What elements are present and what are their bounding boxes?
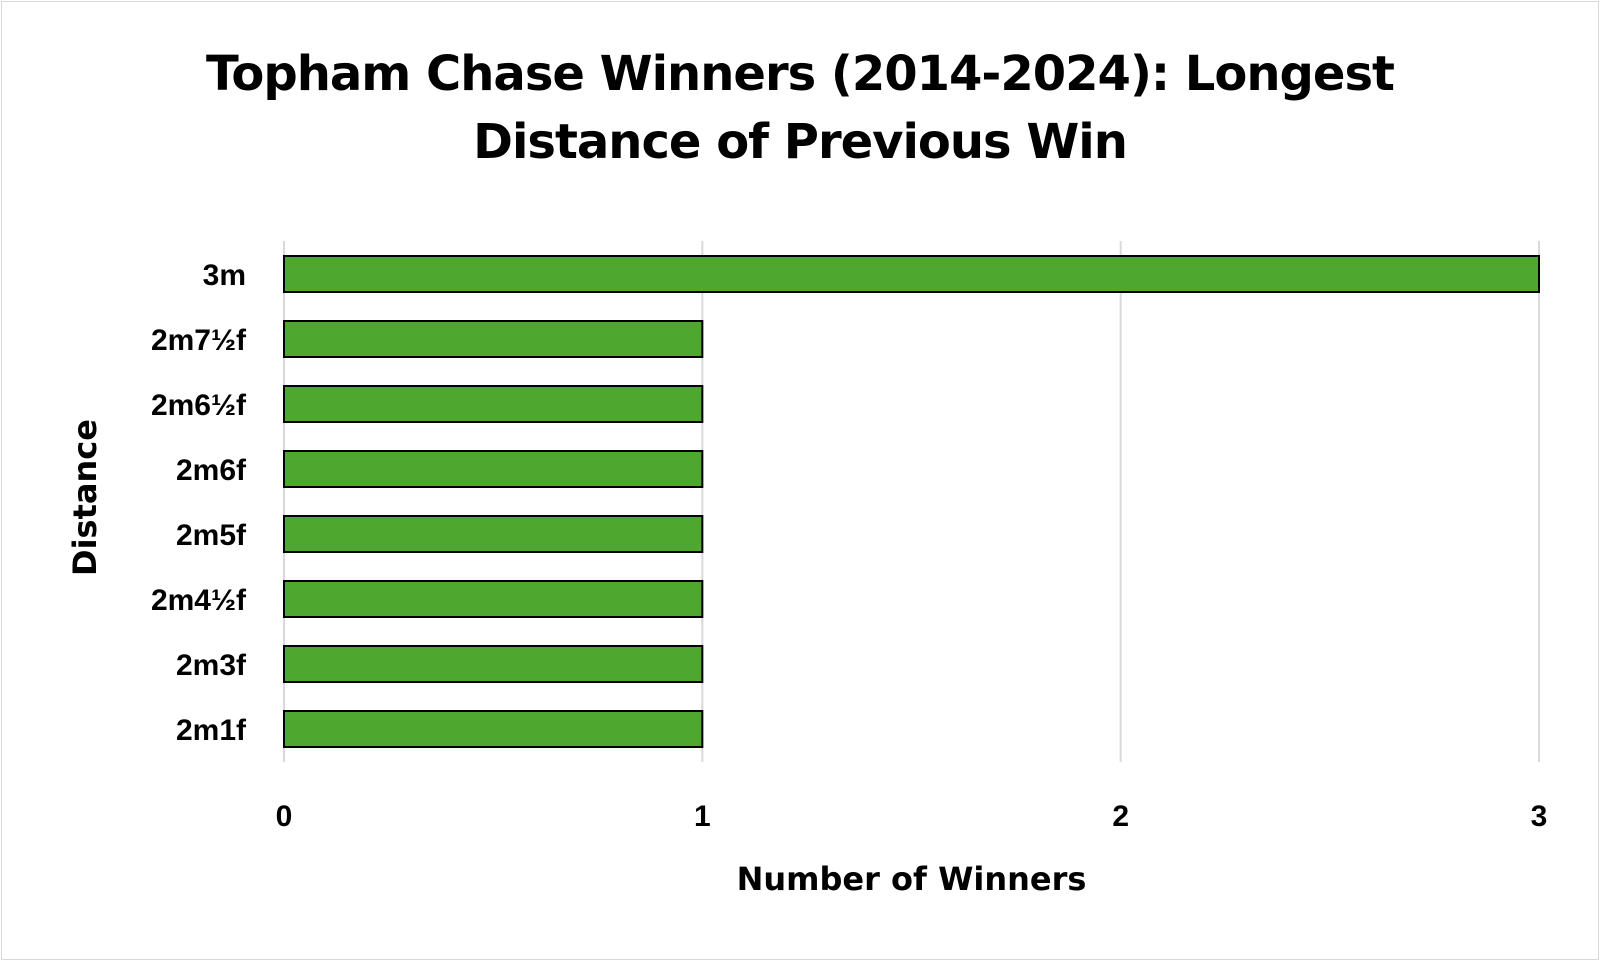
y-category-label: 2m6½f	[151, 389, 247, 422]
x-axis-title: Number of Winners	[737, 860, 1087, 898]
gridlines	[283, 241, 1540, 762]
bar-3	[283, 450, 704, 488]
bar-6	[283, 645, 704, 683]
y-category-label: 2m1f	[176, 714, 247, 747]
chart-title-line-1: Topham Chase Winners (2014-2024): Longes…	[206, 46, 1395, 102]
y-category-label: 2m5f	[176, 519, 247, 552]
bar-7	[283, 710, 704, 748]
bar-1	[283, 320, 704, 358]
value-axis-labels: 0 1 2 3	[276, 800, 1548, 833]
x-tick-label: 0	[276, 800, 293, 833]
bars	[283, 255, 1540, 748]
chart-title: Topham Chase Winners (2014-2024): Longes…	[0, 40, 1600, 176]
bar-2	[283, 385, 704, 423]
y-category-label: 2m6f	[176, 454, 247, 487]
y-category-label: 2m3f	[176, 649, 247, 682]
bar-4	[283, 515, 704, 553]
category-axis-labels: 3m 2m7½f 2m6½f 2m6f 2m5f 2m4½f 2m3f 2m1f	[151, 259, 247, 747]
bar-5	[283, 580, 704, 618]
y-axis-title: Distance	[66, 419, 104, 576]
chart-title-line-2: Distance of Previous Win	[473, 114, 1128, 170]
bar-0	[283, 255, 1540, 293]
y-category-label: 2m4½f	[151, 584, 247, 617]
y-category-label: 3m	[203, 259, 246, 292]
x-tick-label: 3	[1531, 800, 1548, 833]
y-category-label: 2m7½f	[151, 324, 247, 357]
x-tick-label: 2	[1112, 800, 1129, 833]
x-tick-label: 1	[694, 800, 711, 833]
